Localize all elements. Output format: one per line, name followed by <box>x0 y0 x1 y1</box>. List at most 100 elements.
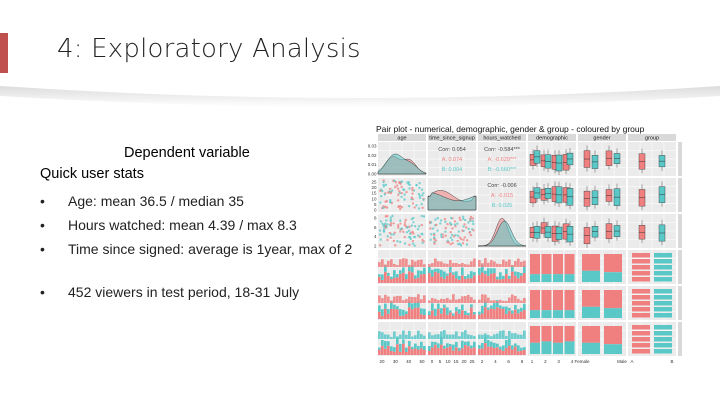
scatter-point <box>411 192 414 195</box>
histogram-bar-upper <box>405 258 408 267</box>
histogram-bar-a <box>467 315 470 319</box>
histogram-bar-b <box>481 343 484 349</box>
scatter-point <box>389 198 392 202</box>
histogram-bar-upper <box>417 260 420 267</box>
scatter-point <box>389 224 393 227</box>
scatter-point <box>399 228 402 231</box>
histogram-bar-b <box>484 270 487 275</box>
stacked-bar-a <box>564 290 575 311</box>
stacked-bar-b <box>553 342 563 354</box>
histogram-bar-upper <box>437 261 440 267</box>
group-bar-b <box>654 307 672 312</box>
histogram-bar-a <box>434 315 437 319</box>
histogram-bar-upper <box>443 299 446 303</box>
histogram-bar-upper <box>473 299 476 303</box>
scatter-point <box>415 184 418 187</box>
histogram-bar-b <box>378 274 381 277</box>
histogram-bar-a <box>440 344 443 355</box>
stacked-bar-a <box>553 290 563 311</box>
histogram-bar-a <box>381 345 384 355</box>
histogram-bar-upper <box>499 330 502 339</box>
histogram-bar-a <box>523 309 526 319</box>
histogram-bar-b <box>470 304 473 308</box>
histogram-bar-b <box>496 300 499 308</box>
scatter-point <box>392 239 396 243</box>
histogram-bar-a <box>514 275 517 283</box>
histogram-bar-b <box>387 272 390 276</box>
histogram-bar-b <box>399 343 402 352</box>
scatter-point <box>436 229 439 232</box>
histogram-bar-a <box>470 278 473 283</box>
scatter-point <box>447 241 450 244</box>
histogram-bar-a <box>387 345 390 355</box>
histogram-bar-b <box>428 266 431 274</box>
scatter-point <box>439 219 443 222</box>
histogram-bar-b <box>490 341 493 347</box>
group-bar-b <box>654 331 672 336</box>
stacked-bar-a <box>582 290 600 307</box>
histogram-bar-upper <box>496 300 499 303</box>
histogram-bar-upper <box>502 300 505 303</box>
group-bar-b <box>654 343 672 348</box>
histogram-bar-upper <box>458 336 461 339</box>
scatter-point <box>457 230 461 233</box>
histogram-bar-a <box>461 275 464 283</box>
stacked-bar-b <box>564 310 575 318</box>
correlation-overall: Corr: -0.006 <box>487 183 516 189</box>
histogram-bar-upper <box>449 299 452 303</box>
scatter-point <box>461 229 464 232</box>
histogram-bar-upper <box>487 297 490 303</box>
histogram-bar-a <box>402 272 405 283</box>
histogram-bar-upper <box>508 330 511 339</box>
scatter-point <box>417 234 420 237</box>
stacked-bar-b <box>582 342 600 354</box>
histogram-bar-b <box>437 343 440 349</box>
scatter-point <box>453 223 457 226</box>
histogram-bar-upper <box>387 296 390 303</box>
histogram-bar-upper <box>464 330 467 339</box>
histogram-bar-b <box>520 273 523 276</box>
y-tick-label: 5 <box>374 202 377 207</box>
histogram-bar-upper <box>464 264 467 267</box>
histogram-bar-b <box>411 264 414 273</box>
histogram-bar-b <box>381 309 384 316</box>
histogram-bar-b <box>511 345 514 350</box>
scatter-point <box>433 233 436 237</box>
histogram-bar-a <box>484 307 487 319</box>
stacked-bar-a <box>564 254 575 275</box>
scatter-point <box>389 200 392 204</box>
y-tick-label: 0.03 <box>368 144 377 149</box>
scatter-point <box>416 228 420 231</box>
histogram-bar-a <box>405 279 408 283</box>
group-bar-a <box>632 271 650 276</box>
correlation-overall: Corr: 0.054 <box>438 147 466 153</box>
scatter-point <box>465 226 468 229</box>
histogram-bar-a <box>387 313 390 319</box>
histogram-bar-b <box>496 276 499 280</box>
scatter-point <box>391 214 394 218</box>
histogram-bar-a <box>520 311 523 319</box>
histogram-bar-upper <box>523 260 526 267</box>
y-tick-label: 15 <box>371 191 377 196</box>
histogram-bar-b <box>396 274 399 278</box>
histogram-bar-upper <box>393 331 396 339</box>
scatter-point <box>386 238 389 242</box>
scatter-point <box>463 236 466 239</box>
scatter-point <box>449 243 452 246</box>
histogram-bar-upper <box>511 294 514 303</box>
histogram-bar-b <box>423 308 426 316</box>
histogram-bar-upper <box>493 261 496 267</box>
histogram-bar-b <box>414 275 417 279</box>
x-tick-label: A <box>630 359 633 364</box>
scatter-point <box>417 225 421 228</box>
scatter-point <box>433 242 436 245</box>
scatter-point <box>389 222 393 225</box>
histogram-bar-upper <box>402 330 405 339</box>
scatter-point <box>378 233 382 236</box>
scatter-point <box>389 216 392 219</box>
histogram-bar-a <box>414 307 417 319</box>
histogram-bar-b <box>381 340 384 346</box>
scatter-point <box>472 229 475 232</box>
scatter-point <box>382 229 386 233</box>
histogram-bar-a <box>505 313 508 319</box>
